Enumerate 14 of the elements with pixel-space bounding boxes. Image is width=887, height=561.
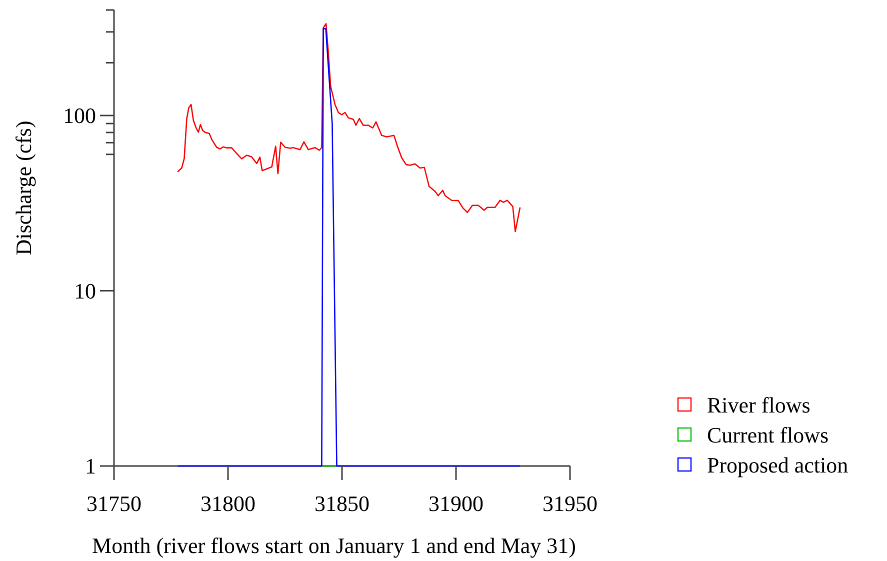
x-tick-label: 31750 [86,491,142,516]
y-axis-title: Discharge (cfs) [11,120,36,256]
x-tick-label: 31950 [542,491,598,516]
y-tick-label: 10 [74,278,96,304]
legend-label: Current flows [707,422,829,448]
y-tick-label: 100 [63,103,96,128]
legend-label: River flows [707,392,810,418]
x-tick-label: 31850 [314,491,370,516]
line-series [176,23,521,232]
legend-label: Proposed action [707,452,848,478]
x-axis-title: Month (river flows start on January 1 and end May 31) [92,533,576,558]
x-tick-label: 31800 [200,491,256,516]
y-tick-label: 1 [85,454,96,479]
x-tick-label: 31900 [428,491,484,516]
